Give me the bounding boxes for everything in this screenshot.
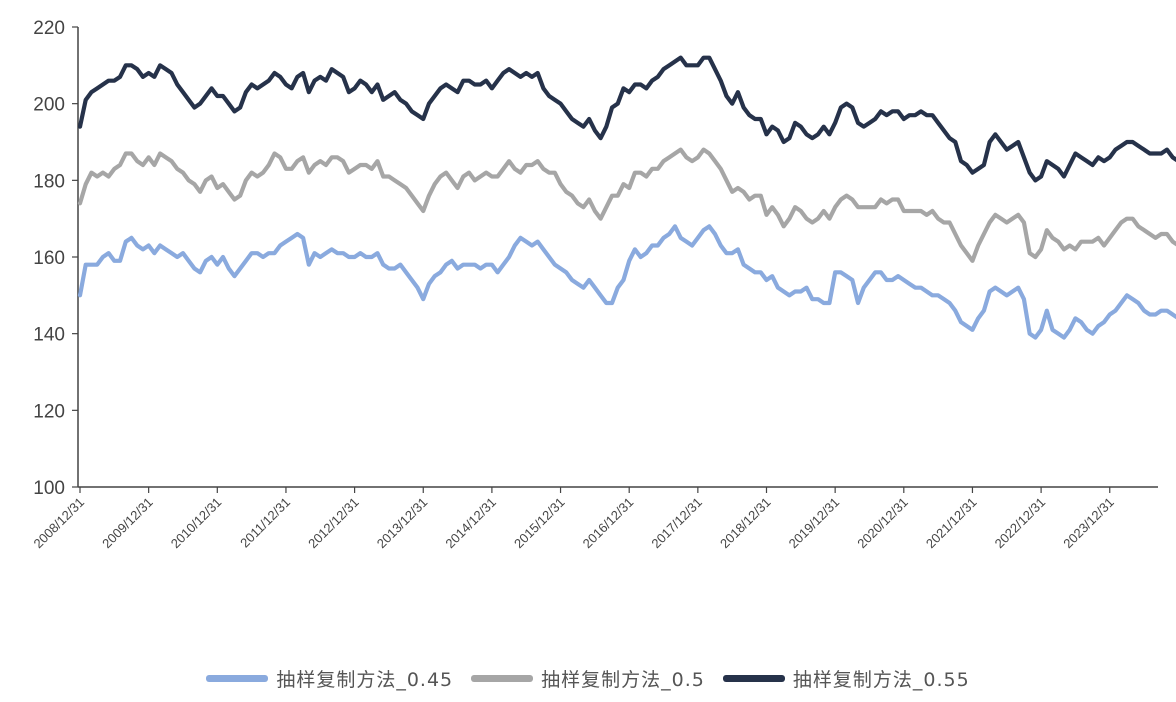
y-tick-label: 220 — [33, 18, 65, 39]
x-axis-ticks: 2008/12/31 2009/12/31 2010/12/31 2011/12/31… — [30, 487, 1117, 552]
legend-label: 抽样复制方法_0.55 — [792, 668, 970, 691]
x-tick-label: 2020/12/31 — [854, 495, 911, 552]
x-tick-label: 2010/12/31 — [168, 495, 225, 552]
x-tick-label: 2012/12/31 — [305, 495, 362, 552]
y-tick-label: 140 — [33, 325, 65, 346]
x-tick-label: 2017/12/31 — [648, 495, 705, 552]
y-tick-label: 100 — [33, 478, 65, 499]
x-tick-label: 2018/12/31 — [717, 495, 774, 552]
y-tick-label: 200 — [33, 95, 65, 116]
x-tick-label: 2016/12/31 — [580, 495, 637, 552]
legend-swatch — [471, 674, 534, 682]
series-line-1 — [77, 147, 1176, 263]
x-tick-label: 2015/12/31 — [511, 495, 568, 552]
legend-swatch — [206, 674, 269, 682]
legend-item: 抽样复制方法_0.5 — [471, 665, 705, 692]
legend: 抽样复制方法_0.45 抽样复制方法_0.5 抽样复制方法_0.55 — [0, 660, 1176, 696]
y-tick-label: 120 — [33, 401, 65, 422]
axes — [77, 27, 1158, 488]
y-tick-label: 160 — [33, 248, 65, 269]
series-line-0 — [77, 224, 1176, 340]
series-line-2 — [77, 55, 1176, 183]
legend-swatch — [722, 674, 785, 682]
line-chart: 100 120 140 160 180 200 220 2008/12/31 2009/12/… — [30, 18, 1176, 552]
series-lines — [77, 55, 1176, 340]
x-tick-label: 2009/12/31 — [99, 495, 156, 552]
x-tick-label: 2023/12/31 — [1060, 495, 1117, 552]
x-tick-label: 2014/12/31 — [442, 495, 499, 552]
x-tick-label: 2011/12/31 — [237, 495, 293, 551]
legend-label: 抽样复制方法_0.45 — [276, 668, 454, 691]
x-tick-label: 2022/12/31 — [992, 495, 1049, 552]
x-tick-label: 2008/12/31 — [30, 495, 87, 552]
x-tick-label: 2021/12/31 — [923, 495, 980, 552]
legend-item: 抽样复制方法_0.55 — [722, 665, 970, 692]
y-tick-label: 180 — [33, 171, 65, 192]
x-tick-label: 2013/12/31 — [374, 495, 431, 552]
legend-item: 抽样复制方法_0.45 — [206, 665, 453, 692]
legend-label: 抽样复制方法_0.5 — [541, 668, 705, 691]
y-axis-ticks: 100 120 140 160 180 200 220 — [33, 18, 78, 499]
x-tick-label: 2019/12/31 — [786, 495, 843, 552]
